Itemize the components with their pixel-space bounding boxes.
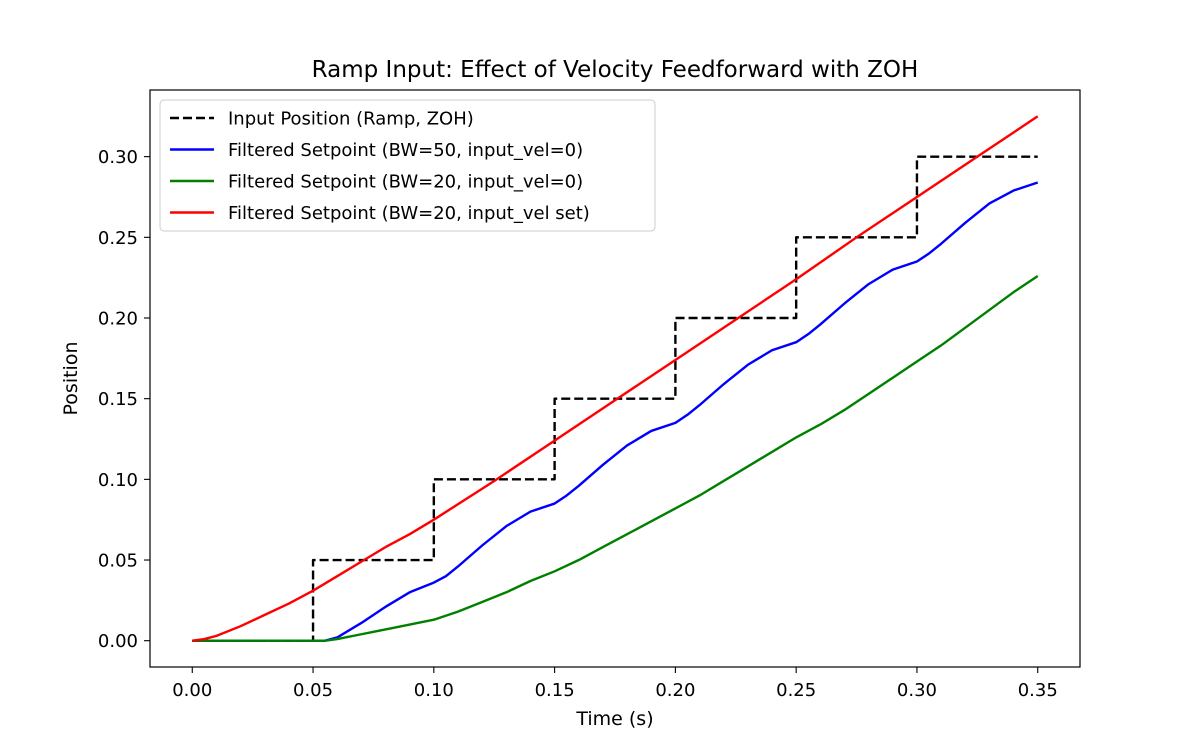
legend-box <box>159 99 656 232</box>
legend: Input Position (Ramp, ZOH) Filtered Setpo… <box>159 99 656 232</box>
y-tick-label: 0.00 <box>98 631 138 652</box>
x-tick-label: 0.30 <box>897 680 937 701</box>
y-tick-label: 0.05 <box>98 551 138 572</box>
y-tick-label: 0.10 <box>98 470 138 491</box>
x-tick-label: 0.10 <box>414 680 454 701</box>
y-axis: 0.00 0.05 0.10 0.15 0.20 0.25 0.30 <box>98 147 150 652</box>
y-tick-label: 0.15 <box>98 389 138 410</box>
legend-label-2: Filtered Setpoint (BW=50, input_vel=0) <box>228 140 583 161</box>
series-line-2 <box>192 181 1039 642</box>
y-tick-label: 0.25 <box>98 228 138 249</box>
y-tick-label: 0.30 <box>98 147 138 168</box>
x-axis-label: Time (s) <box>575 708 653 730</box>
y-axis-label: Position <box>60 342 82 416</box>
x-tick-label: 0.20 <box>655 680 695 701</box>
x-tick-label: 0.35 <box>1018 680 1058 701</box>
series-line-4 <box>192 115 1039 642</box>
series-layer <box>192 115 1039 642</box>
legend-label-1: Input Position (Ramp, ZOH) <box>228 109 474 130</box>
x-tick-label: 0.05 <box>293 680 333 701</box>
x-tick-label: 0.15 <box>535 680 575 701</box>
x-tick-label: 0.00 <box>172 680 212 701</box>
series-line-3 <box>192 275 1039 642</box>
series-line-1 <box>192 155 1038 642</box>
chart-title: Ramp Input: Effect of Velocity Feedforwa… <box>312 57 919 83</box>
y-tick-label: 0.20 <box>98 308 138 329</box>
x-axis: 0.00 0.05 0.10 0.15 0.20 0.25 0.30 0.35 <box>172 667 1058 701</box>
legend-label-4: Filtered Setpoint (BW=20, input_vel set) <box>228 203 590 224</box>
plot-frame <box>149 89 1081 668</box>
legend-label-3: Filtered Setpoint (BW=20, input_vel=0) <box>228 172 583 193</box>
x-tick-label: 0.25 <box>776 680 816 701</box>
